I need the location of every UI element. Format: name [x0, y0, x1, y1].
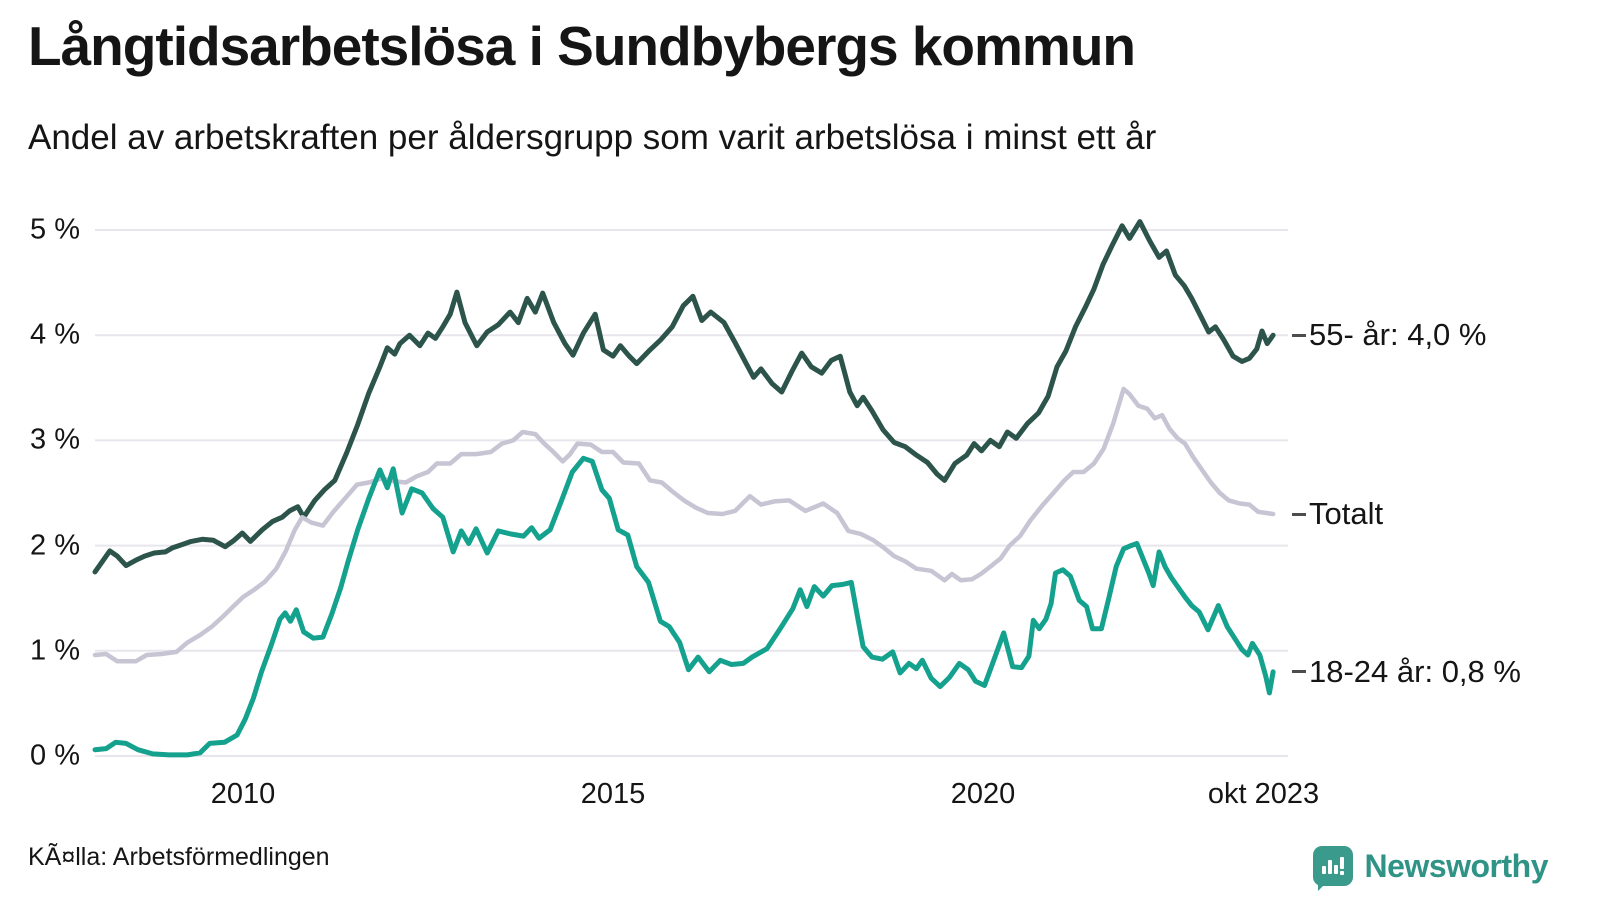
y-tick-label: 3 %	[30, 423, 80, 456]
series-line-55-r	[92, 219, 1276, 575]
x-tick-label: 2010	[210, 778, 276, 810]
legend-tick-icon	[1292, 670, 1306, 674]
legend-item-18-24-r: 18-24 år: 0,8 %	[1292, 654, 1521, 690]
newsworthy-bubble-chart-icon	[1312, 846, 1353, 891]
y-tick-label: 5 %	[30, 213, 80, 246]
series-line-totalt	[92, 386, 1276, 664]
chart-subtitle: Andel av arbetskraften per åldersgrupp s…	[28, 118, 1157, 157]
icon-exclamation	[1339, 857, 1344, 869]
x-tick-label: 2015	[580, 778, 646, 810]
icon-bar	[1327, 860, 1332, 874]
y-tick-label: 0 %	[30, 739, 80, 772]
x-tick-label: 2020	[950, 778, 1016, 810]
icon-exclamation-dot	[1339, 871, 1344, 875]
icon-bar	[1321, 866, 1326, 874]
legend-label: Totalt	[1309, 496, 1384, 532]
series-line-18-24-r	[92, 455, 1276, 758]
icon-bar	[1333, 865, 1338, 874]
brand-wordmark: Newsworthy	[1364, 847, 1549, 884]
legend-tick-icon	[1292, 333, 1306, 337]
legend-label: 18-24 år: 0,8 %	[1309, 653, 1521, 689]
y-tick-label: 4 %	[30, 318, 80, 351]
page-title: Långtidsarbetslösa i Sundbybergs kommun	[28, 15, 1136, 77]
y-tick-label: 2 %	[30, 529, 80, 562]
legend-tick-icon	[1292, 512, 1306, 516]
newsworthy-logo: Newsworthy	[1312, 846, 1549, 891]
legend-item-totalt: Totalt	[1292, 496, 1383, 532]
source-note: KÃ¤lla: Arbetsförmedlingen	[28, 843, 330, 871]
legend-item-55-r: 55- år: 4,0 %	[1292, 317, 1486, 353]
y-tick-label: 1 %	[30, 634, 80, 667]
legend-label: 55- år: 4,0 %	[1309, 317, 1487, 353]
x-tick-label: okt 2023	[1207, 778, 1320, 810]
